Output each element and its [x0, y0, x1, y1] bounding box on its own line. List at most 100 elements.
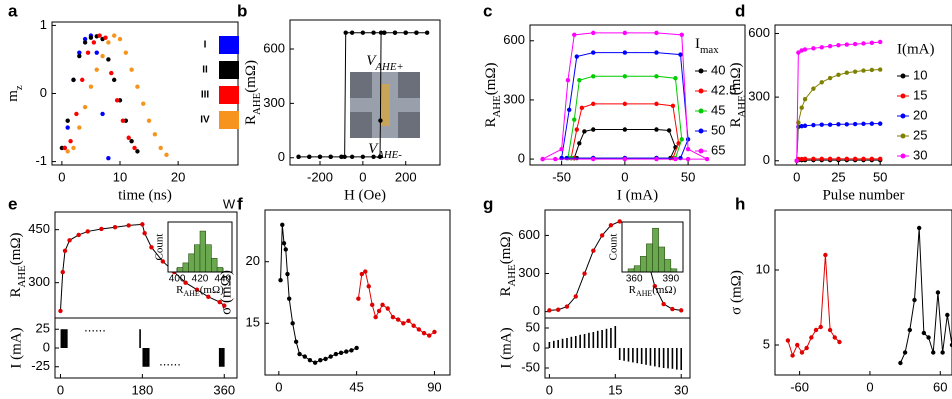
point [559, 147, 563, 151]
point [284, 247, 288, 251]
point [103, 35, 107, 39]
point [339, 155, 343, 159]
point [77, 125, 81, 129]
legend-label: II [202, 65, 208, 76]
point [845, 122, 849, 126]
histogram-bar [653, 228, 659, 272]
point [811, 86, 815, 90]
point [147, 119, 151, 123]
pulse [219, 348, 221, 367]
pulse [557, 340, 559, 348]
legend-label: 10 [913, 67, 927, 82]
point [804, 346, 808, 350]
point [140, 222, 144, 226]
y-tick-label: -25 [31, 358, 50, 373]
point [401, 321, 405, 325]
point [74, 112, 78, 116]
point [853, 122, 857, 126]
point [396, 317, 400, 321]
legend-label: 25 [913, 127, 927, 142]
point [547, 308, 551, 312]
point [679, 308, 683, 312]
y-tick-label: 1 [40, 17, 47, 32]
subscript: max [700, 44, 719, 56]
point [318, 155, 322, 159]
x-tick-label: 0 [359, 169, 366, 184]
point [705, 157, 709, 161]
point [878, 40, 882, 44]
point [83, 105, 87, 109]
point [67, 238, 71, 242]
point [575, 54, 579, 58]
point [89, 35, 93, 39]
point [329, 354, 333, 358]
legend-swatch [219, 61, 239, 79]
x-tick-label: -50 [552, 169, 571, 184]
point [861, 157, 865, 161]
point [686, 147, 690, 151]
point [112, 33, 116, 37]
legend-swatch [219, 111, 239, 129]
subscript: AHE [506, 264, 518, 287]
point [582, 271, 586, 275]
point [654, 50, 658, 54]
pulse [562, 339, 564, 348]
point [600, 233, 604, 237]
point [132, 146, 136, 150]
point [836, 73, 840, 77]
point [285, 272, 289, 276]
point [811, 157, 815, 161]
legend-marker [699, 129, 704, 134]
y-tick-label: 0 [278, 149, 285, 164]
x-tick-label: 90 [427, 379, 441, 394]
point [339, 351, 343, 355]
point [86, 229, 90, 233]
pulse [139, 329, 141, 348]
point [591, 74, 595, 78]
panel-letter: b [237, 1, 247, 20]
point [803, 157, 807, 161]
x-tick-label: 10 [113, 169, 127, 184]
point [68, 139, 72, 143]
point [95, 50, 99, 54]
label-part: (mΩ) [483, 62, 499, 95]
point [303, 354, 307, 358]
subscript: AHE- [376, 149, 402, 161]
pulse [566, 338, 568, 348]
point [393, 30, 397, 34]
point [350, 30, 354, 34]
point [356, 296, 360, 300]
point [591, 50, 595, 54]
x-tick-label: 0 [621, 169, 628, 184]
pulse [632, 348, 634, 362]
point [680, 137, 684, 141]
point [591, 127, 595, 131]
point [577, 78, 581, 82]
point [318, 358, 322, 362]
point [828, 157, 832, 161]
point [898, 361, 902, 365]
point [127, 223, 131, 227]
point [678, 52, 682, 56]
y-axis-label: σ (mΩ) [728, 270, 744, 315]
panel-letter: g [483, 194, 493, 213]
point [129, 67, 133, 71]
histogram-bar [646, 244, 652, 272]
point [671, 104, 675, 108]
annotation: VAHE+ [366, 53, 403, 73]
point [129, 139, 133, 143]
pulse [220, 348, 222, 367]
pulse [61, 329, 63, 348]
point [354, 346, 358, 350]
y-tick-label: 5 [763, 336, 770, 351]
x-tick-label: 0 [546, 382, 553, 397]
legend-title: Imax [695, 36, 719, 56]
point [786, 338, 790, 342]
point [432, 330, 436, 334]
pulse [223, 348, 225, 367]
point [361, 155, 365, 159]
label-part: R [483, 118, 499, 128]
legend-label: III [201, 90, 210, 101]
pulse [222, 348, 224, 367]
point [86, 50, 90, 54]
